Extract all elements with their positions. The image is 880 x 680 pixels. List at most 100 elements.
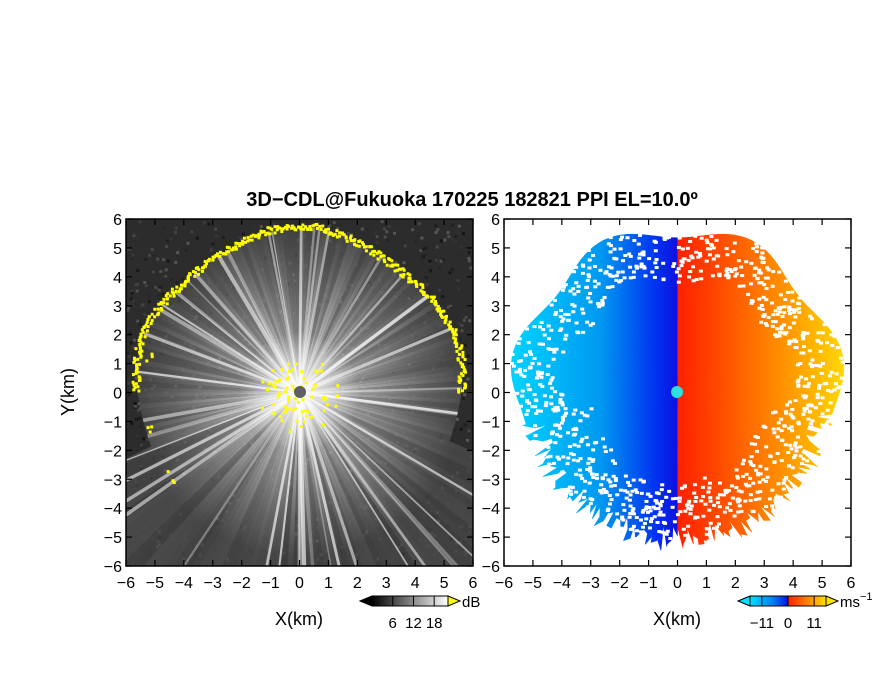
noise-pixel xyxy=(371,246,375,250)
noise-pixel xyxy=(143,280,147,284)
gap-pixel xyxy=(571,427,576,431)
noise-pixel xyxy=(448,304,452,308)
gap-pixel xyxy=(576,284,581,288)
gap-pixel xyxy=(741,474,746,478)
edge-pixel xyxy=(174,289,178,293)
gap-pixel xyxy=(566,318,571,322)
noise-pixel xyxy=(136,399,140,403)
edge-pixel xyxy=(166,470,170,474)
edge-pixel xyxy=(172,294,176,298)
center-pixel xyxy=(278,392,282,396)
gap-pixel xyxy=(727,502,732,506)
gap-pixel xyxy=(782,305,787,309)
y-tick-label: 5 xyxy=(491,241,500,258)
gap-pixel xyxy=(606,478,611,482)
edge-pixel xyxy=(178,287,182,291)
noise-pixel xyxy=(169,237,173,241)
gap-pixel xyxy=(722,510,727,514)
noise-pixel xyxy=(463,423,467,427)
noise-pixel xyxy=(175,226,179,230)
edge-pixel xyxy=(413,279,417,283)
gap-pixel xyxy=(579,440,584,444)
center-pixel xyxy=(320,369,324,373)
edge-pixel xyxy=(360,241,364,245)
edge-pixel xyxy=(138,350,142,354)
edge-pixel xyxy=(249,234,253,238)
gap-pixel xyxy=(732,514,737,518)
noise-pixel xyxy=(170,277,174,281)
gap-pixel xyxy=(777,310,782,314)
gap-pixel xyxy=(561,350,566,354)
center-pixel xyxy=(278,378,282,382)
noise-pixel xyxy=(157,288,161,292)
gap-pixel xyxy=(755,436,760,440)
edge-pixel xyxy=(453,337,457,341)
edge-pixel xyxy=(298,225,302,229)
gap-pixel xyxy=(630,509,635,513)
gap-pixel xyxy=(764,298,769,302)
x-tick-label: 3 xyxy=(382,575,391,592)
gap-pixel xyxy=(643,274,648,278)
gap-pixel xyxy=(610,459,615,463)
x-tick-label: 5 xyxy=(818,575,827,592)
gap-pixel xyxy=(755,471,760,475)
gap-pixel xyxy=(783,298,788,302)
gap-pixel xyxy=(779,429,784,433)
gap-pixel xyxy=(546,337,551,341)
gap-pixel xyxy=(580,307,585,311)
gap-pixel xyxy=(757,297,762,301)
edge-pixel xyxy=(364,249,368,253)
edge-pixel xyxy=(435,307,439,311)
gap-pixel xyxy=(572,270,577,274)
gap-pixel xyxy=(682,257,687,261)
gap-pixel xyxy=(586,461,591,465)
gap-pixel xyxy=(820,412,825,416)
gap-pixel xyxy=(574,490,579,494)
noise-pixel xyxy=(450,237,454,241)
gap-pixel xyxy=(796,422,801,426)
noise-pixel xyxy=(156,257,160,261)
gap-pixel xyxy=(652,275,657,279)
edge-pixel xyxy=(385,263,389,267)
gap-pixel xyxy=(608,250,613,254)
gap-pixel xyxy=(530,405,535,409)
center-pixel xyxy=(313,383,317,387)
gap-pixel xyxy=(793,346,798,350)
center-pixel xyxy=(300,370,304,374)
noise-pixel xyxy=(386,238,390,242)
center-pixel xyxy=(287,395,291,399)
gap-pixel xyxy=(522,374,527,378)
y-tick-label: −3 xyxy=(482,472,500,489)
gap-pixel xyxy=(525,327,530,331)
gap-pixel xyxy=(587,481,592,485)
noise-pixel xyxy=(136,282,140,286)
edge-pixel xyxy=(138,335,142,339)
noise-pixel xyxy=(470,255,473,259)
gap-pixel xyxy=(580,477,585,481)
center-pixel xyxy=(299,424,303,428)
gap-pixel xyxy=(562,285,567,289)
reflectivity-sector xyxy=(126,392,300,566)
gap-pixel xyxy=(801,345,806,349)
gap-pixel xyxy=(688,270,693,274)
gap-pixel xyxy=(605,509,610,513)
gap-pixel xyxy=(510,353,515,357)
gap-pixel xyxy=(820,396,825,400)
gap-pixel xyxy=(764,323,769,327)
gap-pixel xyxy=(638,530,643,534)
gap-pixel xyxy=(641,250,646,254)
gap-pixel xyxy=(541,328,546,332)
noise-pixel xyxy=(131,299,135,303)
gap-pixel xyxy=(801,394,806,398)
edge-pixel xyxy=(333,232,337,236)
gap-pixel xyxy=(709,234,714,238)
gap-pixel xyxy=(647,505,652,509)
x-tick-label: −4 xyxy=(175,575,193,592)
edge-pixel xyxy=(137,389,141,393)
gap-pixel xyxy=(815,392,820,396)
center-pixel xyxy=(286,376,290,380)
center-pixel xyxy=(325,403,329,407)
gap-pixel xyxy=(755,276,760,280)
edge-pixel xyxy=(434,300,438,304)
gap-pixel xyxy=(726,274,731,278)
